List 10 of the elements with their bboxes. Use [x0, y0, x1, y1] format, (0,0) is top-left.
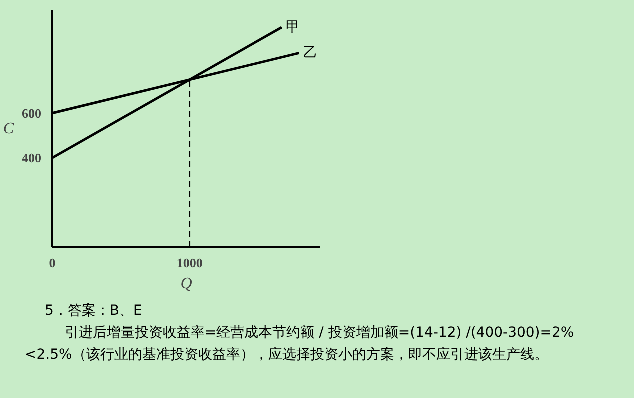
text: 5．答案：B、E — [44, 302, 144, 321]
y-tick-label: 400 — [22, 150, 42, 166]
series-label: 乙 — [303, 45, 318, 62]
y-axis-title: C — [3, 120, 14, 138]
y-tick-label: 600 — [22, 106, 42, 121]
x-tick-label: 1000 — [176, 256, 203, 270]
text: 引进后增量投资收益率=经营成本节约额 / 投资增加额=(14-12) /(400-300)=2%<2.5%（该行业的基准投资收益率），应选择投资小的方案，即不应引进该生产线。 — [25, 324, 576, 365]
x-tick-label: 0 — [49, 256, 56, 270]
x-axis-title: Q — [180, 276, 193, 292]
series-label: 甲 — [286, 19, 300, 36]
